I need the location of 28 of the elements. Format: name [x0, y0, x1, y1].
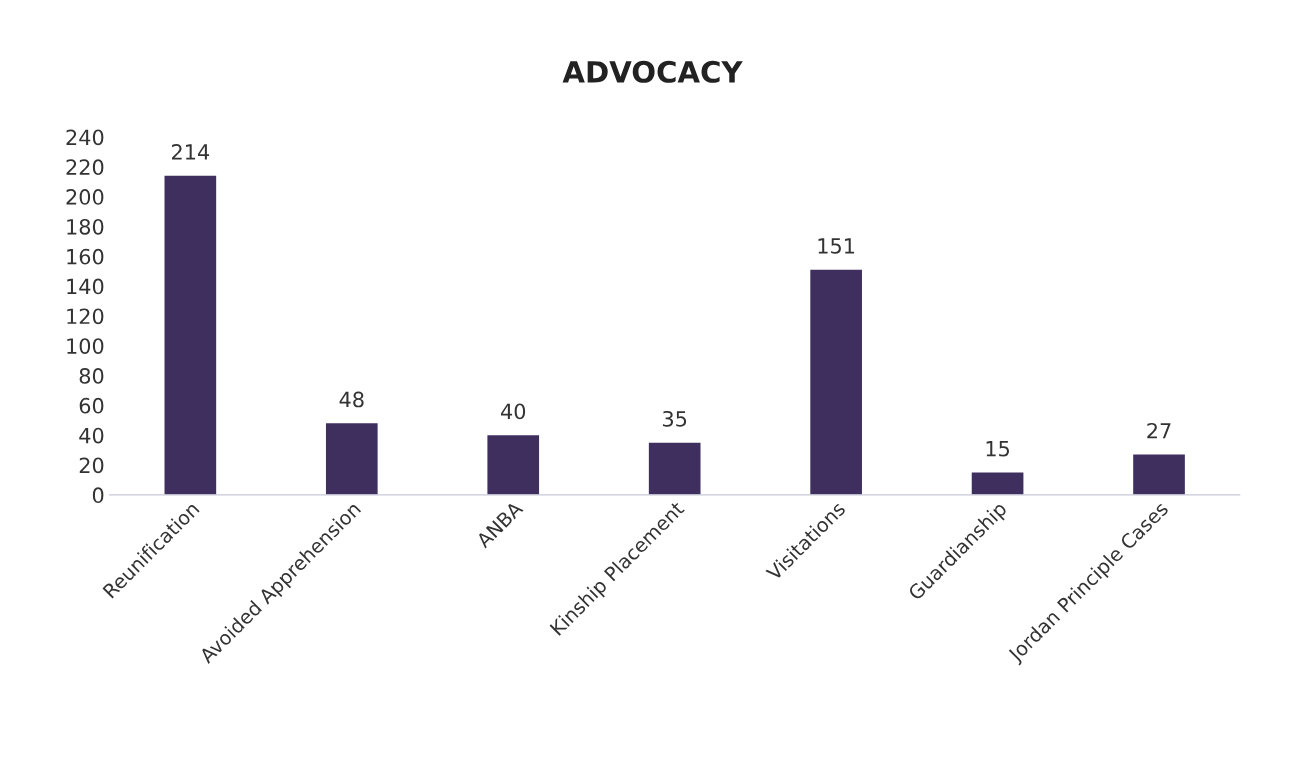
data-label: 27 [1147, 422, 1171, 439]
data-label: 35 [663, 410, 687, 427]
bar [1133, 454, 1185, 495]
bar [648, 442, 701, 495]
y-tick-label: 180 [67, 218, 104, 235]
y-tick-label: 140 [67, 278, 104, 295]
data-label: 151 [818, 238, 855, 254]
y-tick-label: 220 [66, 159, 104, 176]
bar [325, 423, 378, 495]
bar [810, 269, 862, 495]
y-tick-label: 100 [67, 338, 104, 354]
data-label: 48 [339, 391, 364, 408]
y-tick-label: 20 [79, 457, 104, 474]
chart-title: ADVOCACY [562, 60, 743, 83]
y-tick-label: 40 [79, 427, 104, 444]
data-label: 15 [986, 441, 1010, 457]
bar [971, 472, 1024, 495]
y-tick-label: 160 [67, 248, 104, 265]
y-tick-label: 0 [92, 487, 104, 504]
data-label: 40 [501, 403, 526, 420]
y-tick-label: 200 [66, 189, 104, 205]
bar [164, 175, 217, 495]
y-tick-label: 120 [67, 308, 104, 325]
y-tick-label: 80 [79, 368, 104, 384]
y-tick-label: 60 [79, 397, 104, 414]
data-label: 214 [171, 144, 210, 160]
bar [487, 435, 540, 495]
y-tick-label: 240 [66, 129, 104, 146]
